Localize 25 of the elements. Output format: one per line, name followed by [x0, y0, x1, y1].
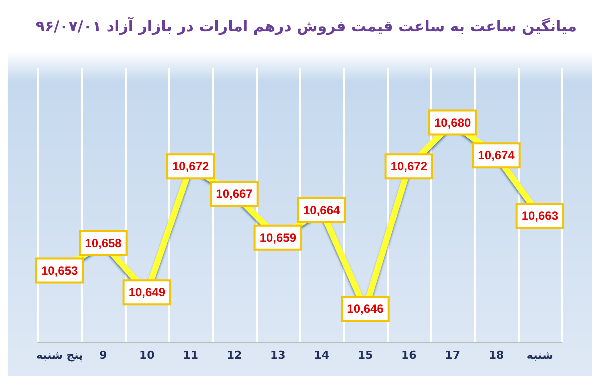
data-label: 10,653	[41, 264, 79, 278]
data-label: 10,659	[260, 230, 297, 245]
x-tick-label: پنج شنبه	[36, 349, 84, 362]
x-tick-label: شنبه	[526, 349, 554, 362]
chart-title: میانگین ساعت به ساعت قیمت فروش درهم امارات در بازار آزاد ۹۶/۰۷/۰۱	[36, 16, 578, 36]
x-tick-label: 17	[445, 349, 460, 362]
data-label: 10,663	[522, 208, 559, 223]
x-tick-label: 10	[140, 349, 156, 362]
x-tick-label: 13	[270, 349, 286, 362]
data-label: 10,672	[172, 160, 210, 174]
x-tick-label: 15	[358, 349, 374, 362]
x-tick-label: 14	[314, 349, 330, 362]
data-label: 10,674	[478, 148, 516, 163]
x-tick-label: 9	[100, 349, 108, 362]
data-label: 10,664	[303, 203, 341, 218]
x-tick-label: 18	[488, 349, 504, 362]
x-tick-label: 11	[183, 349, 198, 362]
data-label: 10,680	[434, 116, 472, 130]
x-tick-label: 16	[402, 349, 418, 362]
data-label: 10,649	[128, 286, 166, 300]
data-label: 10,646	[347, 302, 384, 316]
x-tick-label: 12	[226, 349, 242, 362]
data-label: 10,672	[390, 160, 428, 174]
data-label: 10,667	[216, 187, 254, 202]
data-label: 10,658	[85, 236, 122, 250]
